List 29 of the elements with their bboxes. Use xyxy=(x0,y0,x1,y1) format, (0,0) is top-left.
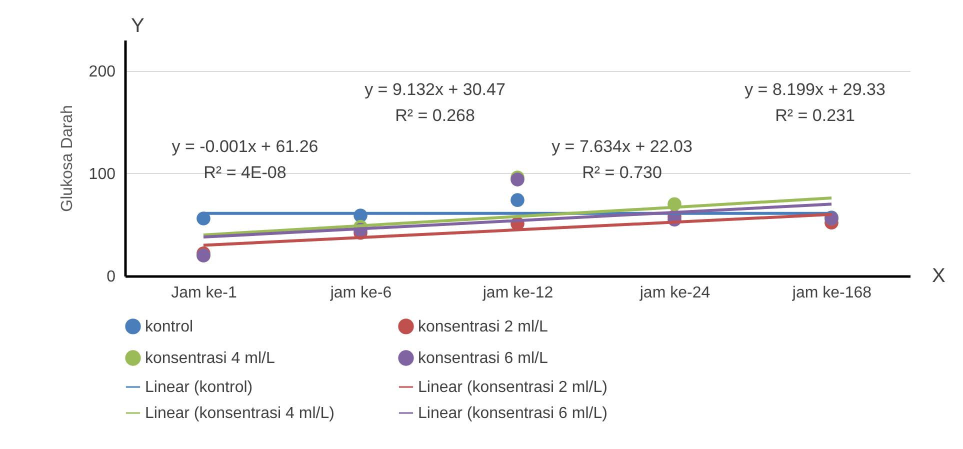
x-tick-label: jam ke-6 xyxy=(329,284,392,302)
annotation: R² = 0.268 xyxy=(395,106,475,125)
annotation: y = 9.132x + 30.47 xyxy=(364,80,506,99)
annotation: y = 8.199x + 29.33 xyxy=(744,80,886,99)
x-tick-label: jam ke-24 xyxy=(638,284,710,302)
y-tick-label: 100 xyxy=(88,166,116,183)
y-tick-label: 200 xyxy=(88,63,116,80)
annotation: R² = 0.231 xyxy=(775,106,855,125)
point xyxy=(510,193,524,207)
y-axis-title: Glukosa Darah xyxy=(58,105,76,212)
x-tick-label: Jam ke-1 xyxy=(171,284,237,302)
legend-label: konsentrasi 4 ml/L xyxy=(145,350,275,367)
x-tick-label: jam ke-12 xyxy=(482,284,554,302)
x-tick-label: jam ke-168 xyxy=(791,284,872,302)
y-tick-label: 0 xyxy=(106,268,116,286)
annotation: R² = 0.730 xyxy=(582,163,662,182)
legend-label: Linear (konsentrasi 6 ml/L) xyxy=(418,405,608,422)
legend-label: konsentrasi 2 ml/L xyxy=(418,318,548,336)
legend-label: Linear (konsentrasi 4 ml/L) xyxy=(145,405,334,422)
text: Y xyxy=(131,15,144,37)
annotation: y = 7.634x + 22.03 xyxy=(552,137,692,156)
legend-label: Linear (kontrol) xyxy=(145,379,253,396)
annotation: y = -0.001x + 61.26 xyxy=(172,137,318,156)
text: X xyxy=(932,265,946,287)
point xyxy=(196,212,210,226)
legend-label: konsentrasi 6 ml/L xyxy=(418,350,548,367)
legend-label: Linear (konsentrasi 2 ml/L) xyxy=(418,379,608,396)
annotation: R² = 4E-08 xyxy=(204,163,286,182)
legend-label: kontrol xyxy=(145,318,194,336)
